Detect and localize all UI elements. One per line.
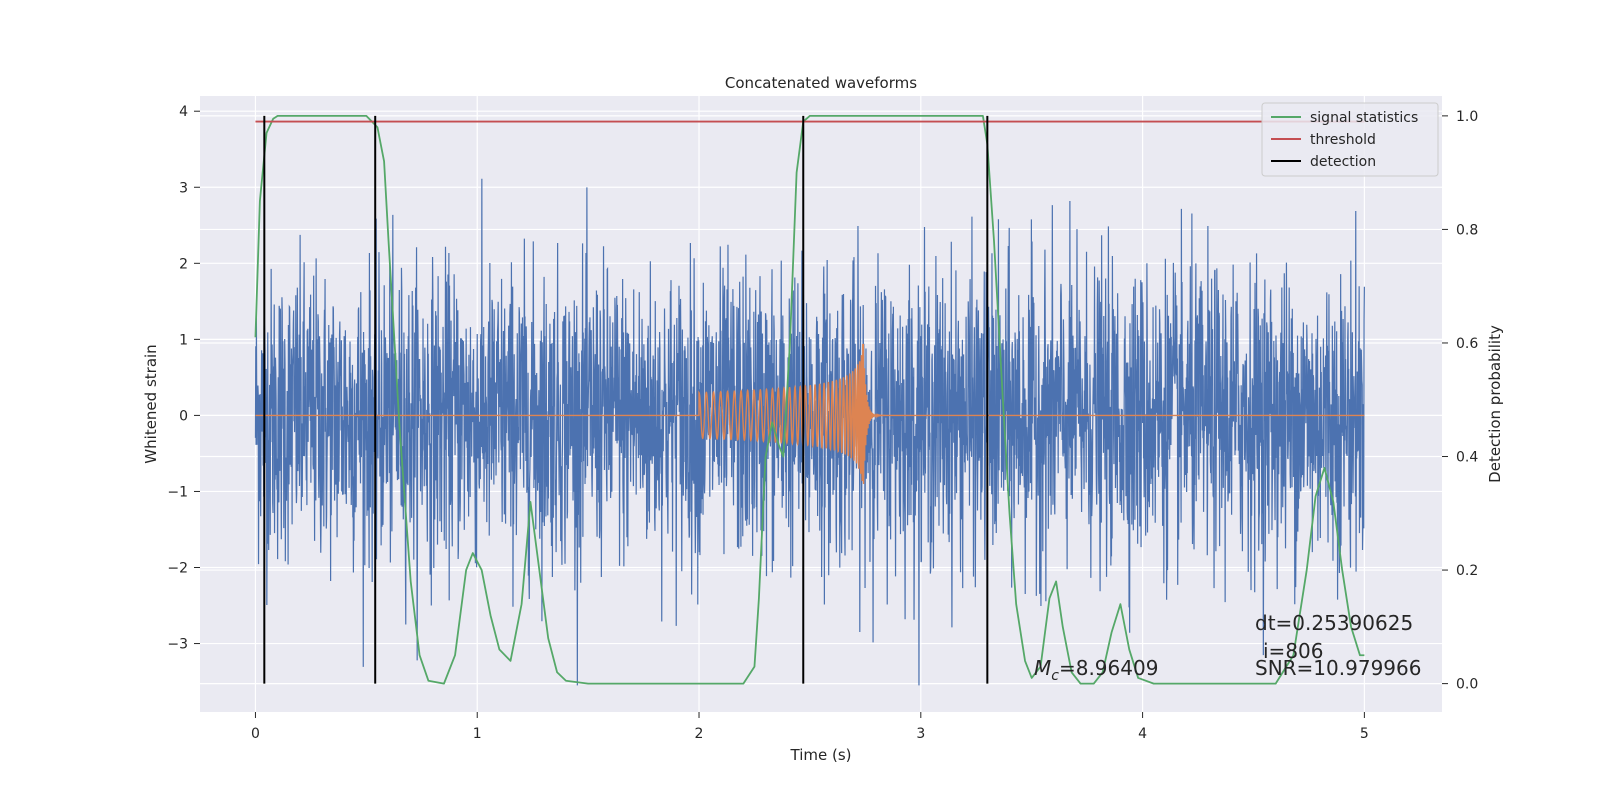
annotation-snr: SNR=10.979966 bbox=[1255, 656, 1421, 680]
legend-label-signal-statistics: signal statistics bbox=[1310, 110, 1418, 126]
y-axis-ticks: −3 −2 −1 0 1 2 3 4 bbox=[167, 104, 200, 653]
y2-axis-ticks: 0.0 0.2 0.4 0.6 0.8 1.0 bbox=[1442, 109, 1478, 693]
y-tick-label: 3 bbox=[179, 180, 188, 196]
chart-title: Concatenated waveforms bbox=[725, 74, 917, 92]
right-axis-series bbox=[254, 114, 1365, 685]
waveform-template-series bbox=[255, 343, 1365, 484]
x-tick-label: 0 bbox=[251, 726, 260, 742]
y-axis-label: Whitened strain bbox=[142, 344, 160, 463]
annotation-i: i=806 bbox=[1263, 639, 1324, 663]
annotation-chirp-mass-value: =8.96409 bbox=[1059, 656, 1158, 680]
signal-statistics-line bbox=[254, 114, 1365, 685]
y2-tick-label: 0.8 bbox=[1456, 222, 1478, 238]
y2-axis-label: Detection probability bbox=[1486, 325, 1504, 483]
x-axis-ticks: 0 1 2 3 4 5 bbox=[251, 712, 1369, 742]
annotation-chirp-mass-symbol: M bbox=[1034, 656, 1051, 680]
legend: signal statistics threshold detection bbox=[1261, 102, 1439, 177]
annotation-dt: dt=0.25390625 bbox=[1255, 611, 1413, 635]
y2-tick-label: 1.0 bbox=[1456, 109, 1478, 125]
y2-tick-label: 0.2 bbox=[1456, 563, 1478, 579]
x-tick-label: 3 bbox=[916, 726, 925, 742]
plot-area bbox=[254, 114, 1365, 686]
whitened-strain-noise-series bbox=[254, 178, 1365, 686]
y-tick-label: 4 bbox=[179, 104, 188, 120]
y-tick-label: 1 bbox=[179, 332, 188, 348]
x-tick-label: 5 bbox=[1360, 726, 1369, 742]
legend-box bbox=[1261, 102, 1439, 177]
y-tick-label: 2 bbox=[179, 256, 188, 272]
x-axis-label: Time (s) bbox=[790, 746, 852, 764]
y2-tick-label: 0.4 bbox=[1456, 450, 1478, 466]
x-tick-label: 2 bbox=[695, 726, 704, 742]
annotation-chirp-mass-subscript: c bbox=[1051, 668, 1059, 684]
y-tick-label: −1 bbox=[167, 484, 188, 500]
y-tick-label: 0 bbox=[179, 408, 188, 424]
y2-tick-label: 0.6 bbox=[1456, 336, 1478, 352]
y2-tick-label: 0.0 bbox=[1456, 677, 1478, 693]
legend-label-detection: detection bbox=[1310, 154, 1376, 170]
x-tick-label: 1 bbox=[473, 726, 482, 742]
x-tick-label: 4 bbox=[1138, 726, 1147, 742]
y-tick-label: −2 bbox=[167, 561, 188, 577]
legend-label-threshold: threshold bbox=[1310, 132, 1376, 148]
y-tick-label: −3 bbox=[167, 637, 188, 653]
annotations: dt=0.25390625 i=806 SNR=10.979966 Mc=8.9… bbox=[1034, 611, 1421, 684]
annotation-chirp-mass: Mc=8.96409 bbox=[1034, 656, 1158, 684]
